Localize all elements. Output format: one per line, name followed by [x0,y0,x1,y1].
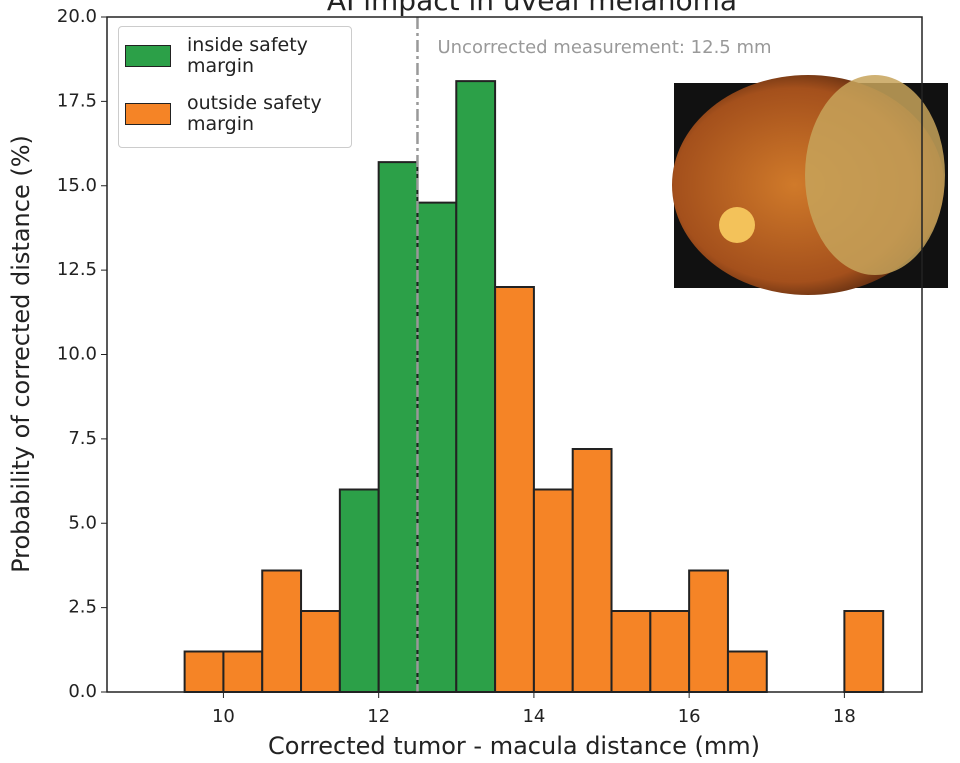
bar [183,650,225,693]
bar [571,448,613,693]
y-tick-label: 10.0 [57,344,97,365]
x-tick-label: 18 [833,706,856,727]
inset-image [672,75,948,295]
legend: inside safety margin outside safety margi… [118,26,352,148]
chart-title: AI impact in uveal melanoma [327,0,737,17]
bar [416,201,458,693]
legend-label: outside safety margin [187,92,322,135]
y-tick-label: 20.0 [57,6,97,27]
bar [688,569,729,693]
bar [726,650,768,693]
bar [843,610,885,693]
bar [455,80,497,693]
x-tick-label: 14 [522,706,545,727]
y-tick-label: 12.5 [57,259,97,280]
legend-swatch [125,45,171,67]
legend-swatch [125,103,171,125]
y-tick-label: 5.0 [68,512,97,533]
y-axis-label: Probability of corrected distance (%) [7,135,35,573]
y-tick-label: 15.0 [57,175,97,196]
bar [338,488,380,693]
y-tick-label: 7.5 [68,428,97,449]
y-tick-label: 2.5 [68,597,97,618]
y-tick-label: 17.5 [57,90,97,111]
x-axis-label: Corrected tumor - macula distance (mm) [268,732,760,760]
reference-label: Uncorrected measurement: 12.5 mm [437,37,771,58]
bar [377,161,419,693]
bar [300,610,341,693]
x-tick-label: 12 [367,706,390,727]
bar [222,650,264,693]
y-tick-label: 0.0 [68,681,97,702]
legend-item: outside safety margin [125,93,347,135]
x-tick-label: 16 [678,706,701,727]
plot-frame [106,16,923,693]
x-tick-label: 10 [212,706,235,727]
legend-label: inside safety margin [187,34,308,77]
legend-item: inside safety margin [125,35,347,77]
bar [610,610,652,693]
bar [494,286,535,693]
bar [532,488,574,693]
bar [649,610,691,693]
bar [261,569,303,693]
